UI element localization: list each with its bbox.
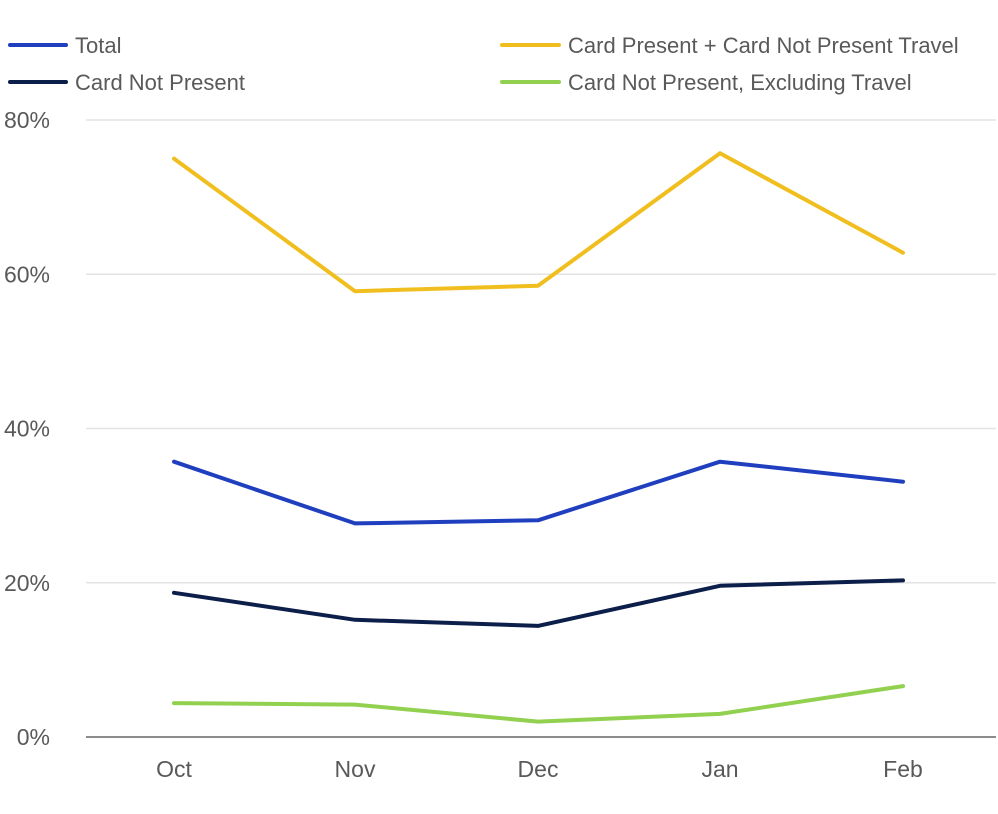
legend: Total Card Present + Card Not Present Tra… — [8, 33, 959, 95]
y-tick-label: 80% — [4, 107, 50, 133]
y-tick-label: 60% — [4, 261, 50, 287]
x-tick-label: Dec — [518, 756, 559, 782]
x-tick-label: Jan — [701, 756, 738, 782]
y-axis-ticks: 0% 20% 40% 60% 80% — [4, 107, 50, 750]
legend-label: Total — [75, 33, 121, 58]
legend-item-total: Total — [8, 33, 121, 58]
series-lines — [172, 151, 905, 724]
legend-item-card-not-present: Card Not Present — [8, 70, 245, 95]
grid — [86, 119, 996, 738]
y-tick-label: 0% — [17, 724, 50, 750]
x-tick-label: Nov — [335, 756, 376, 782]
x-tick-label: Feb — [883, 756, 923, 782]
y-tick-label: 20% — [4, 570, 50, 596]
series-line-card-present-card-not-present-travel — [172, 151, 905, 294]
legend-label: Card Present + Card Not Present Travel — [568, 33, 959, 58]
y-tick-label: 40% — [4, 416, 50, 442]
legend-item-card-not-present-excluding-travel: Card Not Present, Excluding Travel — [500, 70, 912, 95]
x-axis-ticks: Oct Nov Dec Jan Feb — [156, 756, 923, 782]
legend-label: Card Not Present — [75, 70, 245, 95]
x-tick-label: Oct — [156, 756, 192, 782]
legend-item-card-present-card-not-present-travel: Card Present + Card Not Present Travel — [500, 33, 959, 58]
series-line-total — [172, 459, 905, 526]
series-line-card-not-present-excluding-travel — [172, 684, 905, 724]
series-line-card-not-present — [172, 578, 905, 628]
legend-label: Card Not Present, Excluding Travel — [568, 70, 912, 95]
